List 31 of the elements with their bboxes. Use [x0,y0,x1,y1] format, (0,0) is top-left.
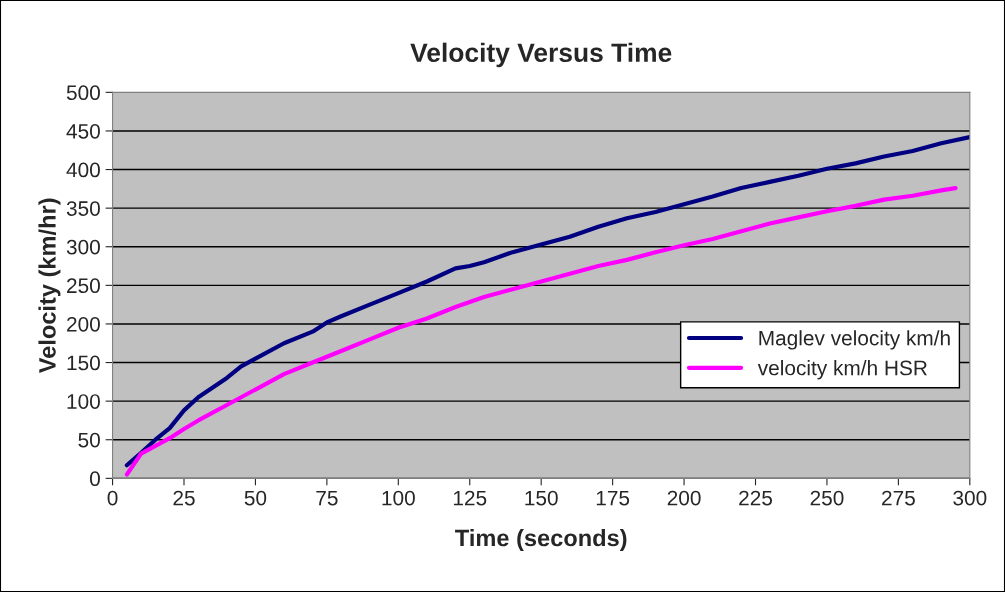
y-tick-label: 450 [66,123,100,139]
y-tick-label: 0 [89,471,100,487]
line-series [124,185,958,477]
x-tick-label: 300 [953,490,987,506]
y-tick-label: 250 [67,278,100,294]
x-tick-label: 75 [316,490,338,506]
x-tick-label: 250 [810,490,844,506]
x-tick-label: 125 [453,490,487,506]
x-axis-title: Time (seconds) [455,529,627,552]
line-series [124,135,970,468]
x-tick-label: 100 [382,490,415,506]
chart-title: Velocity Versus Time [410,42,672,68]
y-tick-label: 300 [66,239,100,255]
y-tick-label: 400 [66,162,100,178]
x-tick-label: 150 [525,490,558,506]
x-tick-label: 0 [107,490,118,506]
x-tick-label: 50 [244,490,267,506]
legend-label: Maglev velocity km/h [759,330,950,350]
x-tick-label: 225 [739,490,773,506]
y-tick-label: 50 [78,432,100,448]
y-axis-title: Velocity (km/hr) [38,198,61,374]
x-tick-label: 175 [596,490,630,506]
y-tick-label: 150 [67,355,100,371]
x-tick-label: 25 [173,490,195,506]
y-tick-label: 100 [67,394,100,409]
x-tick-label: 200 [667,490,701,506]
y-tick-label: 350 [66,201,100,216]
x-tick-label: 275 [882,490,915,506]
legend-label: velocity km/h HSR [757,360,927,380]
y-tick-label: 500 [66,85,100,101]
y-tick-label: 200 [67,316,100,332]
